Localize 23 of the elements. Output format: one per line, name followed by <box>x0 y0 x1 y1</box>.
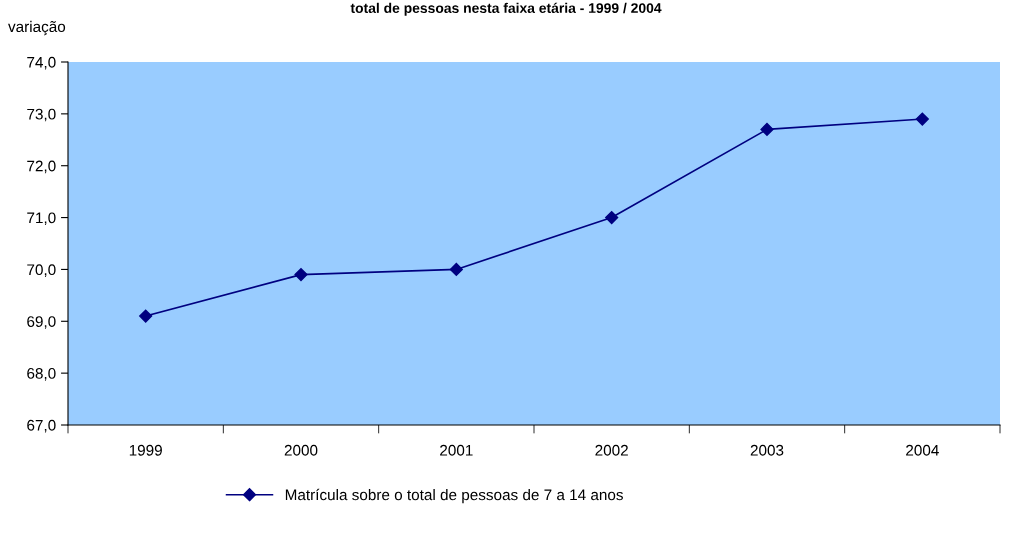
y-tick-label: 67,0 <box>27 419 56 433</box>
point <box>294 268 308 282</box>
legend-label: Matrícula sobre o total de pessoas de 7 a 14 anos <box>285 488 623 504</box>
point <box>915 112 929 126</box>
point <box>760 122 774 137</box>
x-tick-label: 2001 <box>440 444 473 456</box>
x-tick-label: 1999 <box>129 444 162 456</box>
y-axis-title: variação <box>8 20 66 36</box>
chart-title: total de pessoas nesta faixa etária - 1999 / 2004 <box>350 2 662 16</box>
y-tick-label: 68,0 <box>27 368 56 381</box>
point <box>139 309 153 323</box>
y-tick-label: 74,0 <box>27 56 56 70</box>
x-tick-label: 2004 <box>906 444 939 456</box>
x-tick-label: 2002 <box>595 444 628 456</box>
x-tick-label: 2000 <box>284 444 318 456</box>
y-tick-label: 71,0 <box>27 212 56 226</box>
y-tick-label: 70,0 <box>27 264 56 277</box>
y-tick-label: 69,0 <box>27 316 56 329</box>
point <box>605 210 619 225</box>
point <box>449 262 463 277</box>
x-tick-label: 2003 <box>750 444 784 456</box>
y-tick-label: 73,0 <box>27 108 56 122</box>
y-tick-label: 72,0 <box>27 160 56 174</box>
